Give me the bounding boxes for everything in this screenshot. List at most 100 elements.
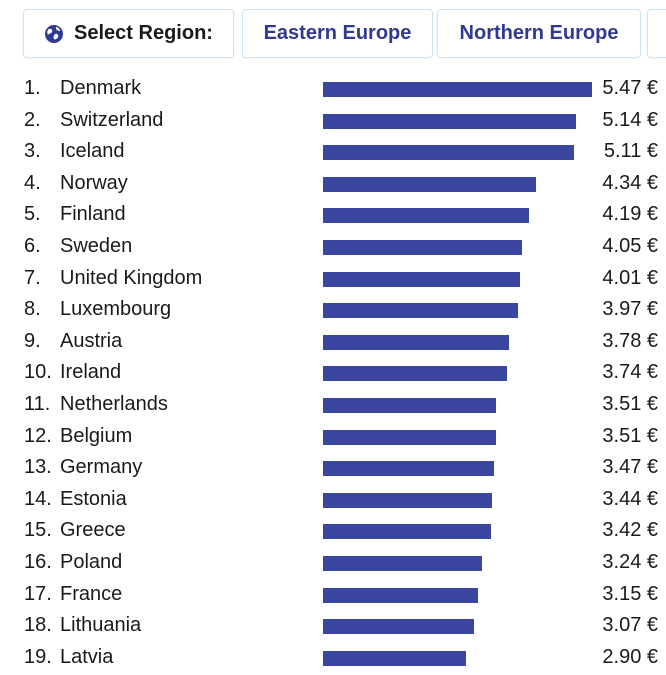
chart-row: 15. Greece 3.42 €	[0, 514, 666, 545]
row-label: 16. Poland	[24, 549, 122, 575]
value-label: 3.74 €	[602, 361, 658, 383]
tab-northern-europe-label: Northern Europe	[459, 22, 619, 44]
bar	[323, 240, 522, 255]
bar	[323, 145, 574, 160]
row-label: 8. Luxembourg	[24, 296, 171, 322]
row-label: 11. Netherlands	[24, 391, 168, 417]
row-label: 2. Switzerland	[24, 107, 163, 133]
bar	[323, 366, 507, 381]
chart-row: 16. Poland 3.24 €	[0, 546, 666, 577]
rank-label: 6.	[24, 235, 41, 257]
bar	[323, 556, 482, 571]
row-label: 19. Latvia	[24, 644, 113, 670]
value-label: 3.42 €	[602, 519, 658, 541]
country-label: Poland	[60, 551, 123, 573]
value-label: 3.47 €	[602, 456, 658, 478]
tab-northern-europe[interactable]: Northern Europe	[437, 9, 641, 58]
chart-row: 17. France 3.15 €	[0, 578, 666, 609]
row-label: 5. Finland	[24, 201, 126, 227]
rank-label: 15.	[24, 519, 52, 541]
chart-row: 12. Belgium 3.51 €	[0, 420, 666, 451]
country-label: Austria	[60, 330, 123, 352]
value-label: 3.51 €	[602, 393, 658, 415]
value-label: 3.15 €	[602, 583, 658, 605]
value-label: 4.01 €	[602, 267, 658, 289]
globe-icon	[44, 24, 64, 44]
rank-label: 3.	[24, 140, 41, 162]
row-label: 4. Norway	[24, 170, 128, 196]
chart-row: 19. Latvia 2.90 €	[0, 641, 666, 672]
row-label: 13. Germany	[24, 454, 142, 480]
row-label: 1. Denmark	[24, 75, 141, 101]
bar	[323, 588, 478, 603]
value-label: 4.19 €	[602, 203, 658, 225]
country-label: Estonia	[60, 488, 127, 510]
rank-label: 13.	[24, 456, 52, 478]
chart-row: 1. Denmark 5.47 €	[0, 72, 666, 103]
chart-row: 2. Switzerland 5.14 €	[0, 104, 666, 135]
region-selector: Select Region: Eastern Europe Northern E…	[23, 9, 666, 60]
rank-label: 14.	[24, 488, 52, 510]
value-label: 5.14 €	[602, 109, 658, 131]
rank-label: 19.	[24, 646, 52, 668]
row-label: 7. United Kingdom	[24, 265, 202, 291]
country-label: United Kingdom	[60, 267, 203, 289]
chart-row: 10. Ireland 3.74 €	[0, 356, 666, 387]
rank-label: 16.	[24, 551, 52, 573]
country-label: Luxembourg	[60, 298, 172, 320]
bar	[323, 619, 474, 634]
rank-label: 11.	[24, 393, 51, 415]
row-label: 15. Greece	[24, 517, 126, 543]
country-label: Belgium	[60, 425, 133, 447]
tab-next-region-partial[interactable]	[647, 9, 666, 58]
bar	[323, 335, 509, 350]
rank-label: 2.	[24, 109, 41, 131]
chart-row: 8. Luxembourg 3.97 €	[0, 293, 666, 324]
rank-label: 12.	[24, 425, 52, 447]
rank-label: 10.	[24, 361, 52, 383]
rank-label: 18.	[24, 614, 52, 636]
country-label: Greece	[60, 519, 126, 541]
row-label: 12. Belgium	[24, 423, 132, 449]
rank-label: 5.	[24, 203, 41, 225]
select-region-text: Select Region:	[74, 22, 213, 44]
bar	[323, 114, 576, 129]
value-label: 3.44 €	[602, 488, 658, 510]
chart-row: 18. Lithuania 3.07 €	[0, 609, 666, 640]
row-label: 10. Ireland	[24, 359, 121, 385]
row-label: 14. Estonia	[24, 486, 127, 512]
rank-label: 8.	[24, 298, 41, 320]
value-label: 3.07 €	[602, 614, 658, 636]
chart-row: 9. Austria 3.78 €	[0, 325, 666, 356]
bar	[323, 208, 529, 223]
row-label: 6. Sweden	[24, 233, 132, 259]
chart-row: 6. Sweden 4.05 €	[0, 230, 666, 261]
rank-label: 1.	[24, 77, 41, 99]
country-label: Finland	[60, 203, 126, 225]
rank-label: 4.	[24, 172, 41, 194]
value-label: 2.90 €	[602, 646, 658, 668]
chart-row: 3. Iceland 5.11 €	[0, 135, 666, 166]
bar	[323, 651, 466, 666]
country-label: Germany	[60, 456, 143, 478]
value-label: 3.78 €	[602, 330, 658, 352]
row-label: 17. France	[24, 581, 122, 607]
country-label: Denmark	[60, 77, 142, 99]
value-label: 3.51 €	[602, 425, 658, 447]
value-label: 4.34 €	[602, 172, 658, 194]
chart-row: 5. Finland 4.19 €	[0, 198, 666, 229]
country-label: Lithuania	[60, 614, 142, 636]
rank-label: 7.	[24, 267, 41, 289]
rank-label: 9.	[24, 330, 41, 352]
chart-row: 14. Estonia 3.44 €	[0, 483, 666, 514]
chart-row: 4. Norway 4.34 €	[0, 167, 666, 198]
tab-eastern-europe[interactable]: Eastern Europe	[242, 9, 433, 58]
rank-label: 17.	[24, 583, 52, 605]
row-label: 3. Iceland	[24, 138, 125, 164]
select-region-label: Select Region:	[23, 9, 234, 58]
bar	[323, 493, 492, 508]
bar	[323, 524, 491, 539]
bar	[323, 177, 536, 192]
chart-row: 7. United Kingdom 4.01 €	[0, 262, 666, 293]
value-label: 3.24 €	[602, 551, 658, 573]
